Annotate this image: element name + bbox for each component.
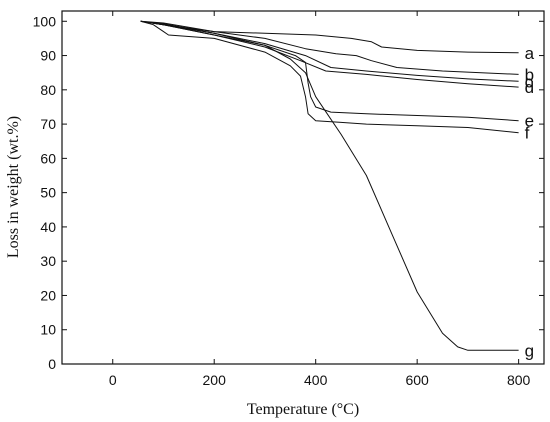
series-line-g (140, 20, 519, 351)
y-tick-label: 40 (40, 219, 56, 235)
y-tick-label: 10 (40, 322, 56, 338)
series-label-f: f (525, 124, 530, 143)
x-axis-title: Temperature (°C) (247, 401, 359, 418)
y-axis-title: Loss in weight (wt.%) (5, 116, 22, 258)
series-label-c: c (525, 72, 534, 91)
y-tick-label: 50 (40, 185, 56, 201)
y-tick-label: 20 (40, 287, 56, 303)
x-tick-label: 600 (405, 372, 429, 388)
plot-frame (61, 10, 545, 365)
x-axis-ticks: 0 200 400 600 800 (109, 11, 531, 388)
y-axis-ticks: 0 10 20 30 40 50 60 70 80 90 100 (33, 13, 544, 372)
series-line-f (140, 20, 519, 134)
series-lines (140, 20, 519, 351)
series-line-a (140, 20, 519, 54)
y-tick-label: 70 (40, 116, 56, 132)
x-tick-label: 400 (304, 372, 328, 388)
x-tick-label: 0 (109, 372, 117, 388)
y-tick-label: 30 (40, 253, 56, 269)
y-tick-label: 90 (40, 48, 56, 64)
y-tick-label: 0 (48, 356, 56, 372)
x-tick-label: 800 (507, 372, 531, 388)
series-line-e (140, 20, 519, 122)
series-label-d: d (525, 78, 534, 97)
y-tick-label: 60 (40, 150, 56, 166)
series-line-b (140, 20, 519, 75)
series-label-b: b (525, 65, 534, 84)
series-label-a: a (525, 44, 535, 63)
series-label-g: g (525, 341, 534, 360)
series-label-e: e (525, 112, 534, 131)
y-tick-label: 80 (40, 82, 56, 98)
x-tick-label: 200 (203, 372, 227, 388)
y-tick-label: 100 (33, 13, 57, 29)
